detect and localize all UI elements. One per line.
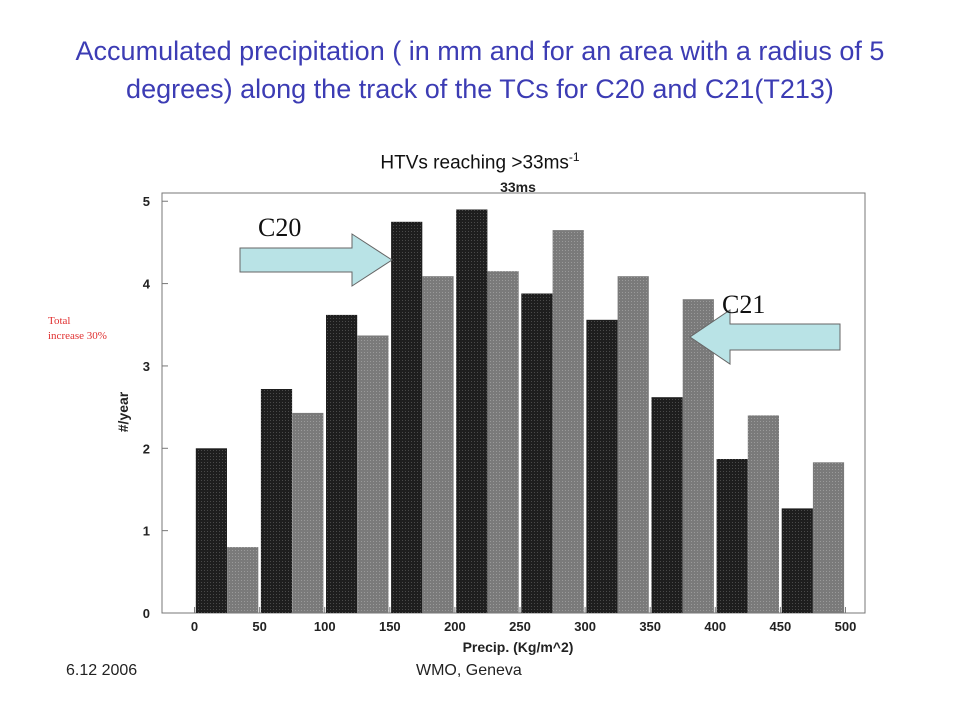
bar-c21-225: [487, 271, 519, 613]
bar-c21-425: [747, 415, 779, 613]
c20-arrow-icon: [239, 233, 393, 287]
y-tick-label: 2: [143, 441, 150, 456]
c20-annotation-label: C20: [258, 213, 301, 242]
x-tick-label: 350: [639, 619, 661, 634]
bar-c20-325: [586, 319, 618, 613]
bar-c21-175: [422, 276, 454, 613]
c21-annotation-label: C21: [722, 290, 765, 319]
slide-title: Accumulated precipitation ( in mm and fo…: [75, 36, 885, 104]
bar-c21-325: [617, 276, 649, 613]
subtitle-superscript: -1: [568, 150, 580, 164]
bar-c20-175: [391, 221, 423, 614]
bar-c20-375: [651, 397, 683, 613]
bar-c21-475: [812, 462, 845, 613]
subtitle-text: HTVs reaching >33ms: [380, 152, 569, 174]
c21-arrow-icon: [689, 309, 841, 365]
x-tick-label: 0: [191, 619, 198, 634]
y-tick-label: 4: [143, 277, 151, 292]
bar-c21-75: [292, 412, 324, 613]
footer-date: 6.12 2006: [66, 662, 138, 679]
total-increase-note: Total increase 30%: [48, 315, 107, 342]
slide-subtitle: HTVs reaching >33ms-1: [0, 150, 960, 174]
footer-organization: WMO, Geneva: [416, 662, 522, 679]
x-tick-label: 100: [314, 619, 336, 634]
bar-c20-225: [456, 209, 488, 613]
chart-title: 33ms: [500, 179, 536, 195]
bar-c21-275: [552, 230, 584, 613]
x-tick-label: 200: [444, 619, 466, 634]
x-axis-label: Precip. (Kg/m^2): [463, 639, 574, 655]
bar-c21-125: [357, 335, 389, 613]
y-tick-label: 0: [143, 606, 150, 621]
x-tick-label: 450: [770, 619, 792, 634]
x-tick-label: 300: [574, 619, 596, 634]
x-tick-label: 150: [379, 619, 401, 634]
y-tick-label: 5: [143, 194, 150, 209]
y-tick-label: 1: [143, 524, 150, 539]
x-tick-label: 250: [509, 619, 531, 634]
bar-c20-75: [260, 389, 293, 613]
y-tick-label: 3: [143, 359, 150, 374]
x-tick-label: 400: [704, 619, 726, 634]
bar-c20-125: [326, 314, 358, 613]
bar-c21-25: [227, 547, 259, 613]
bar-c20-25: [195, 448, 227, 613]
y-axis-label: #/year: [115, 391, 131, 432]
x-tick-label: 500: [835, 619, 857, 634]
x-tick-label: 50: [252, 619, 266, 634]
bar-c20-275: [521, 293, 553, 613]
bar-c20-425: [716, 459, 748, 613]
bar-c20-475: [781, 508, 813, 613]
bar-c21-375: [682, 299, 714, 613]
